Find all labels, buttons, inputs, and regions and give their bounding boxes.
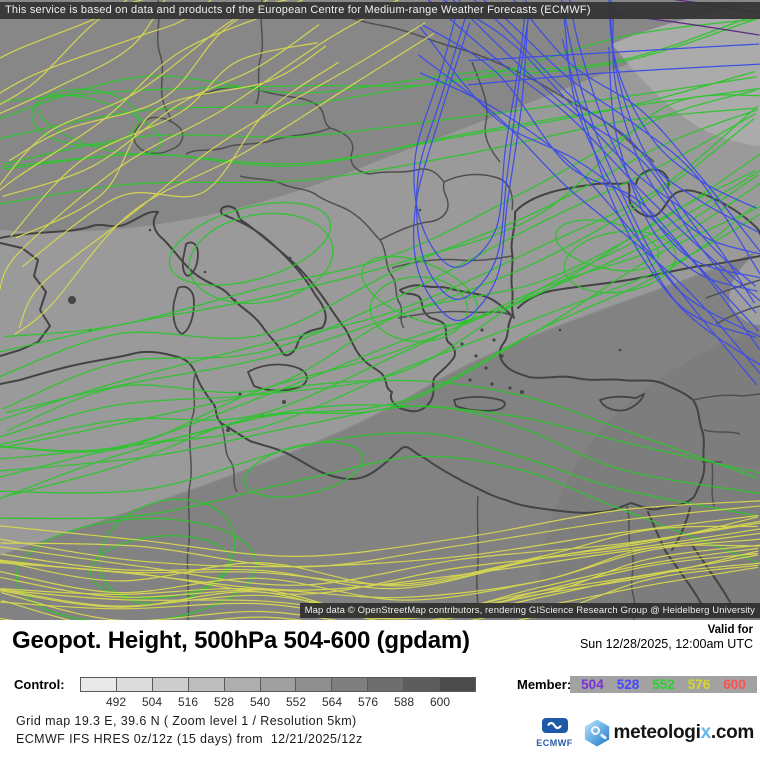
control-scale-segment	[296, 678, 333, 691]
valid-time: Sun 12/28/2025, 12:00am UTC	[579, 637, 753, 651]
member-legend-box: 504 528 552 576 600	[570, 676, 757, 693]
brand-accent: x	[700, 722, 712, 743]
control-color-scale	[80, 677, 476, 692]
control-scale-segment	[404, 678, 441, 691]
control-legend-label: Control:	[14, 677, 65, 692]
valid-for-label: Valid for	[707, 624, 753, 636]
contour-group-576	[0, 0, 760, 620]
ecmwf-icon	[541, 718, 568, 733]
control-scale-segment	[224, 678, 261, 691]
magnifier-handle	[599, 732, 607, 740]
meteologix-hex-icon	[584, 719, 610, 747]
control-scale-ticks: 492 504 516 528 540 552 564 576 588 600	[80, 695, 476, 709]
meteologix-logo[interactable]: meteologix.com	[584, 719, 755, 747]
control-scale-tick: 552	[285, 695, 307, 709]
map-attribution: Map data © OpenStreetMap contributors, r…	[299, 603, 760, 618]
control-scale-tick: 588	[393, 695, 415, 709]
ecmwf-logo[interactable]: ECMWF	[533, 718, 577, 748]
control-scale-segment	[152, 678, 189, 691]
service-banner: This service is based on data and produc…	[0, 2, 760, 19]
brand-main: meteologi	[613, 722, 701, 743]
control-scale-tick: 528	[213, 695, 235, 709]
member-legend-label: Member:	[517, 677, 572, 692]
control-scale-tick: 540	[249, 695, 271, 709]
member-value-528: 528	[616, 677, 640, 692]
valid-time-block: Valid for Sun 12/28/2025, 12:00am UTC	[580, 623, 753, 652]
control-scale-segment	[81, 678, 117, 691]
ecmwf-label: ECMWF	[536, 738, 573, 748]
control-scale-segment	[116, 678, 153, 691]
member-value-552: 552	[652, 677, 675, 692]
model-run-info: ECMWF IFS HRES 0z/12z (15 days) from 12/…	[16, 732, 363, 746]
control-scale-segment	[260, 678, 297, 691]
geopotential-map[interactable]	[0, 0, 760, 620]
control-scale-tick: 600	[429, 695, 451, 709]
control-scale-segment	[188, 678, 225, 691]
map-viewport[interactable]: This service is based on data and produc…	[0, 0, 760, 620]
member-value-576: 576	[687, 677, 711, 692]
control-scale-tick: 504	[141, 695, 163, 709]
page-title: Geopot. Height, 500hPa 504-600 (gpdam)	[12, 627, 470, 654]
magnifier-icon	[590, 725, 600, 735]
control-scale-tick: 492	[105, 695, 127, 709]
control-scale-tick: 564	[321, 695, 343, 709]
member-value-504: 504	[581, 677, 604, 692]
control-scale-segment	[440, 678, 475, 691]
grid-map-info: Grid map 19.3 E, 39.6 N ( Zoom level 1 /…	[16, 714, 357, 728]
control-scale-segment	[368, 678, 405, 691]
logo-row: ECMWF meteologix.com	[533, 718, 754, 748]
control-scale-tick: 576	[357, 695, 379, 709]
meteologix-wordmark: meteologix.com	[613, 722, 755, 744]
control-scale-tick: 516	[177, 695, 199, 709]
control-scale-segment	[332, 678, 369, 691]
info-panel: Geopot. Height, 500hPa 504-600 (gpdam) V…	[0, 620, 760, 760]
member-value-600: 600	[723, 677, 746, 692]
brand-suffix: .com	[710, 722, 754, 743]
